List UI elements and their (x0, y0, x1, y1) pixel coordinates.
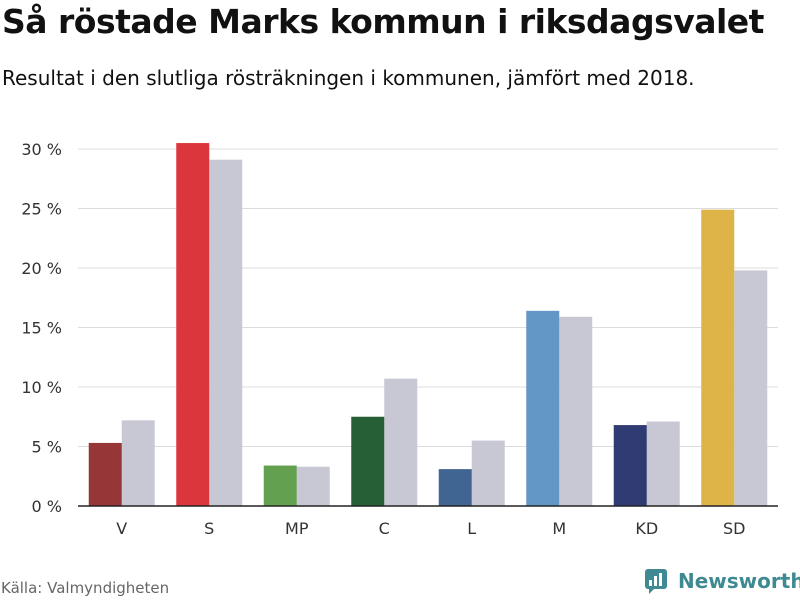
bar-current (88, 442, 122, 506)
bar-chart: 0 % 5 % 10 % 15 % 20 % 25 % 30 % V S MP C L M KD SD (21, 140, 778, 538)
x-tick-label: M (552, 519, 566, 538)
bar-current (351, 416, 385, 506)
bar-current (701, 209, 735, 506)
y-tick-label: 15 % (21, 319, 62, 338)
x-tick-label: KD (635, 519, 658, 538)
x-tick-label: SD (723, 519, 745, 538)
bar-previous (471, 440, 505, 506)
chart-title: Så röstade Marks kommun i riksdagsvalet (2, 2, 764, 41)
newsworthy-logo-icon (645, 569, 667, 594)
x-tick-label: C (379, 519, 390, 538)
y-tick-label: 30 % (21, 140, 62, 159)
x-tick-label: V (116, 519, 127, 538)
bar-previous (209, 159, 243, 506)
bar-current (438, 469, 472, 506)
brand-name: Newsworthy (678, 569, 800, 593)
bar-current (613, 425, 647, 506)
source-note: Källa: Valmyndigheten (1, 579, 170, 597)
y-tick-label: 0 % (32, 497, 62, 516)
bar-previous (734, 270, 768, 506)
brand-logo[interactable]: Newsworthy (644, 568, 800, 594)
x-tick-label: L (467, 519, 476, 538)
bar-current (526, 310, 560, 506)
bar-previous (121, 420, 155, 506)
bar-current (176, 143, 210, 507)
bar-previous (296, 466, 330, 506)
x-tick-label: MP (285, 519, 309, 538)
bar-current (263, 465, 297, 506)
chart-subtitle: Resultat i den slutliga rösträkningen i … (2, 66, 695, 90)
bar-previous (384, 378, 418, 506)
y-tick-label: 5 % (32, 438, 62, 457)
bar-previous (559, 316, 593, 506)
bar-previous (646, 421, 680, 506)
y-tick-label: 25 % (21, 200, 62, 219)
x-tick-label: S (204, 519, 214, 538)
y-tick-label: 20 % (21, 259, 62, 278)
y-tick-label: 10 % (21, 378, 62, 397)
